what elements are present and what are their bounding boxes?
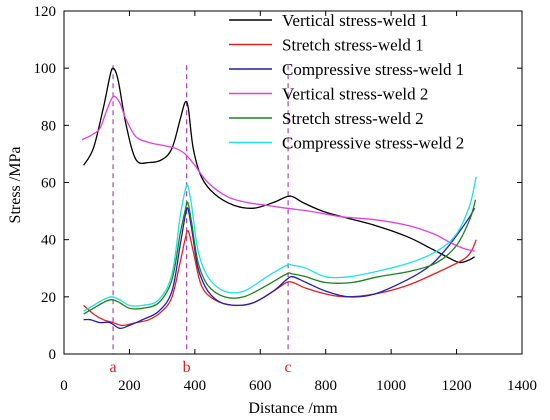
plot-area: a b c [81,65,477,376]
y-tick-label: 0 [49,347,57,363]
y-axis-title: Stress /MPa [7,147,24,224]
series-line-5 [83,199,477,315]
x-tick-label: 400 [184,378,207,394]
series-line-3 [83,207,476,330]
x-tick-label: 1200 [442,378,472,394]
legend-label-3: Compressive stress-weld 1 [282,60,464,79]
x-tick-label: 1000 [376,378,406,394]
x-axis-title: Distance /mm [248,400,338,417]
legend-label-6: Compressive stress-weld 2 [282,134,464,153]
series-line-6 [83,176,477,312]
series-line-1 [83,67,475,264]
y-tick-label: 100 [34,61,57,77]
axes: 0 200 400 600 800 1000 1200 1400 0 20 40 60 80 100 120 [34,4,538,394]
x-tick-label: 600 [249,378,272,394]
x-tick-label: 200 [118,378,141,394]
legend-label-1: Vertical stress-weld 1 [282,11,428,30]
y-tick-label: 120 [34,4,57,20]
marker-label-a: a [110,359,117,376]
y-tick-label: 60 [41,176,56,192]
marker-label-b: b [183,359,191,376]
series-line-2 [83,230,477,327]
legend-label-4: Vertical stress-weld 2 [282,85,428,104]
legend: Vertical stress-weld 1 Stretch stress-wel… [229,11,464,153]
marker-label-c: c [285,359,292,376]
legend-label-5: Stretch stress-weld 2 [282,109,424,128]
y-tick-label: 80 [41,118,56,134]
x-tick-label: 0 [60,378,68,394]
x-tick-label: 1400 [507,378,537,394]
x-tick-label: 800 [314,378,337,394]
legend-label-2: Stretch stress-weld 1 [282,36,424,55]
series-line-4 [81,95,475,252]
y-tick-label: 40 [41,233,56,249]
y-tick-label: 20 [41,290,56,306]
